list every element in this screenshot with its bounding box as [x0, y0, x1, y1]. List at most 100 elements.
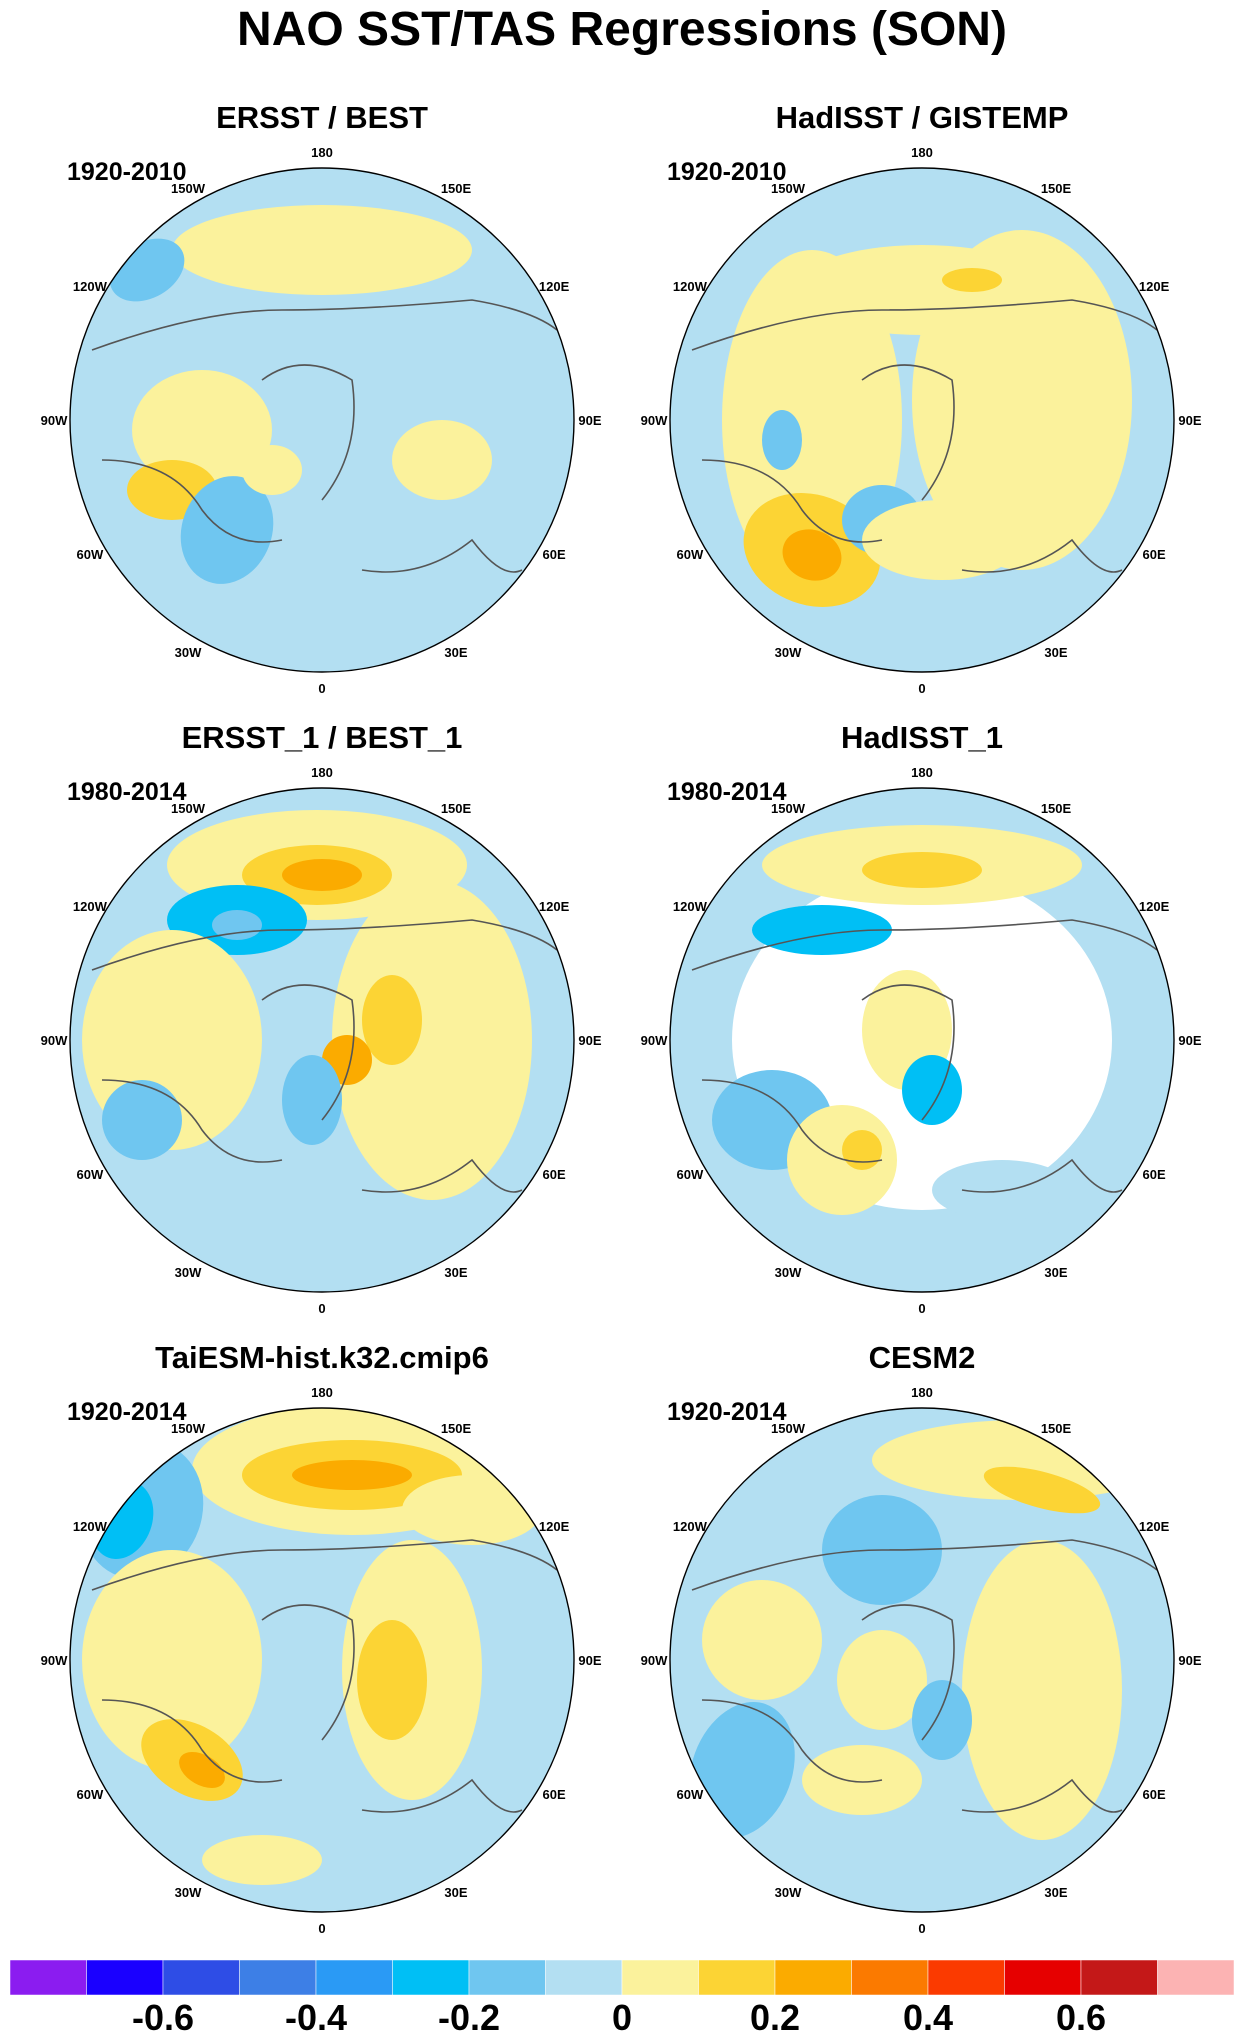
anomaly-patch: [932, 1160, 1072, 1220]
coastline: [691, 919, 1158, 1193]
longitude-label: 60E: [1143, 1167, 1166, 1182]
longitude-label: 60E: [1143, 547, 1166, 562]
panel-period: 1920-2014: [67, 1398, 187, 1426]
longitude-label: 120E: [539, 1519, 570, 1534]
coastline: [91, 919, 558, 1193]
colorbar-tick-label: -0.2: [437, 1997, 501, 2038]
colorbar-swatch: [621, 1959, 699, 1996]
anomaly-patch: [102, 1080, 182, 1160]
map-border: [69, 167, 575, 673]
longitude-label: 90E: [1178, 1653, 1201, 1668]
longitude-label: 180: [911, 765, 933, 780]
colorbar-swatch: [927, 1959, 1005, 1996]
colorbar-swatch: [162, 1959, 240, 1996]
colorbar-swatch: [392, 1959, 470, 1996]
anomaly-patch: [392, 420, 492, 500]
colorbar-tick-label: 0.2: [749, 1997, 801, 2038]
anomaly-patch: [902, 1055, 962, 1125]
longitude-label: 60W: [77, 547, 104, 562]
anomaly-patch: [132, 370, 272, 490]
longitude-label: 120E: [1139, 899, 1170, 914]
longitude-label: 180: [911, 1385, 933, 1400]
colorbar-tick-label: 0.4: [902, 1997, 954, 2038]
colorbar-swatch: [468, 1959, 546, 1996]
colorbar: [9, 1959, 1235, 1996]
longitude-label: 150E: [1041, 1421, 1072, 1436]
longitude-label: 30W: [175, 1265, 202, 1280]
panel-title: ERSST_1 / BEST_1: [181, 720, 463, 755]
longitude-label: 90E: [578, 1033, 601, 1048]
panel-title: ERSST / BEST: [216, 100, 428, 135]
colorbar-tick-label: -0.4: [284, 1997, 348, 2038]
anomaly-patch: [332, 880, 532, 1200]
anomaly-patch: [862, 500, 1022, 580]
longitude-label: 30W: [775, 645, 802, 660]
longitude-label: 120W: [73, 279, 108, 294]
longitude-label: 90W: [41, 1653, 68, 1668]
longitude-label: 90W: [641, 1033, 668, 1048]
colorbar-swatch: [86, 1959, 164, 1996]
panel-period: 1920-2010: [667, 158, 787, 186]
panel-title: HadISST_1: [841, 720, 1003, 755]
anomaly-patch: [702, 1580, 822, 1700]
longitude-label: 30E: [444, 1885, 467, 1900]
colorbar-tick-label: -0.6: [131, 1997, 195, 2038]
anomaly-patch: [292, 1460, 412, 1490]
anomaly-patch: [837, 1630, 927, 1730]
coastline: [691, 1539, 1158, 1813]
panel-title: CESM2: [868, 1340, 976, 1375]
coastline: [91, 299, 558, 573]
longitude-label: 60E: [543, 1787, 566, 1802]
longitude-label: 90W: [641, 413, 668, 428]
anomaly-patch: [82, 1550, 262, 1770]
longitude-label: 30W: [775, 1265, 802, 1280]
panel-period: 1920-2010: [67, 158, 187, 186]
longitude-label: 120W: [73, 899, 108, 914]
longitude-label: 120W: [673, 899, 708, 914]
anomaly-patch: [792, 245, 1052, 335]
map-panel: 180 150E 120E 90E 60E 30E 0 30W 60W 90W 120W 150W: [641, 765, 1202, 1316]
anomaly-patch: [942, 268, 1002, 292]
longitude-label: 90E: [1178, 413, 1201, 428]
anomaly-patch: [802, 1745, 922, 1815]
longitude-label: 120W: [673, 279, 708, 294]
longitude-label: 60W: [77, 1167, 104, 1182]
longitude-label: 180: [311, 1385, 333, 1400]
map-border: [669, 167, 1175, 673]
longitude-label: 150E: [1041, 181, 1072, 196]
map-border: [669, 787, 1175, 1293]
anomaly-patch: [362, 975, 422, 1065]
coastline: [91, 1539, 558, 1813]
anomaly-patch: [172, 205, 472, 295]
longitude-label: 150E: [441, 801, 472, 816]
longitude-label: 120W: [673, 1519, 708, 1534]
longitude-label: 180: [311, 145, 333, 160]
anomaly-patch: [202, 1835, 322, 1885]
anomaly-patch: [752, 905, 892, 955]
longitude-label: 30W: [775, 1885, 802, 1900]
longitude-label: 120E: [1139, 1519, 1170, 1534]
longitude-label: 0: [918, 1921, 925, 1936]
colorbar-swatch: [545, 1959, 623, 1996]
colorbar-swatch: [851, 1959, 929, 1996]
longitude-label: 150E: [441, 1421, 472, 1436]
anomaly-patch: [212, 910, 262, 940]
anomaly-patch: [180, 476, 274, 584]
longitude-label: 90E: [578, 413, 601, 428]
longitude-label: 90W: [641, 1653, 668, 1668]
longitude-label: 150W: [771, 1421, 806, 1436]
colorbar-swatch: [1080, 1959, 1158, 1996]
colorbar-tick-label: 0.6: [1055, 1997, 1107, 2038]
longitude-label: 30W: [175, 645, 202, 660]
panel-title: HadISST / GISTEMP: [775, 100, 1069, 135]
colorbar-swatch: [315, 1959, 393, 1996]
map-panel: 180 150E 120E 90E 60E 30E 0 30W 60W 90W 120W 150W: [41, 145, 602, 696]
anomaly-patch: [242, 445, 302, 495]
longitude-label: 90E: [578, 1653, 601, 1668]
longitude-label: 60E: [543, 1167, 566, 1182]
longitude-label: 150E: [1041, 801, 1072, 816]
colorbar-swatch: [9, 1959, 87, 1996]
longitude-label: 30E: [444, 645, 467, 660]
